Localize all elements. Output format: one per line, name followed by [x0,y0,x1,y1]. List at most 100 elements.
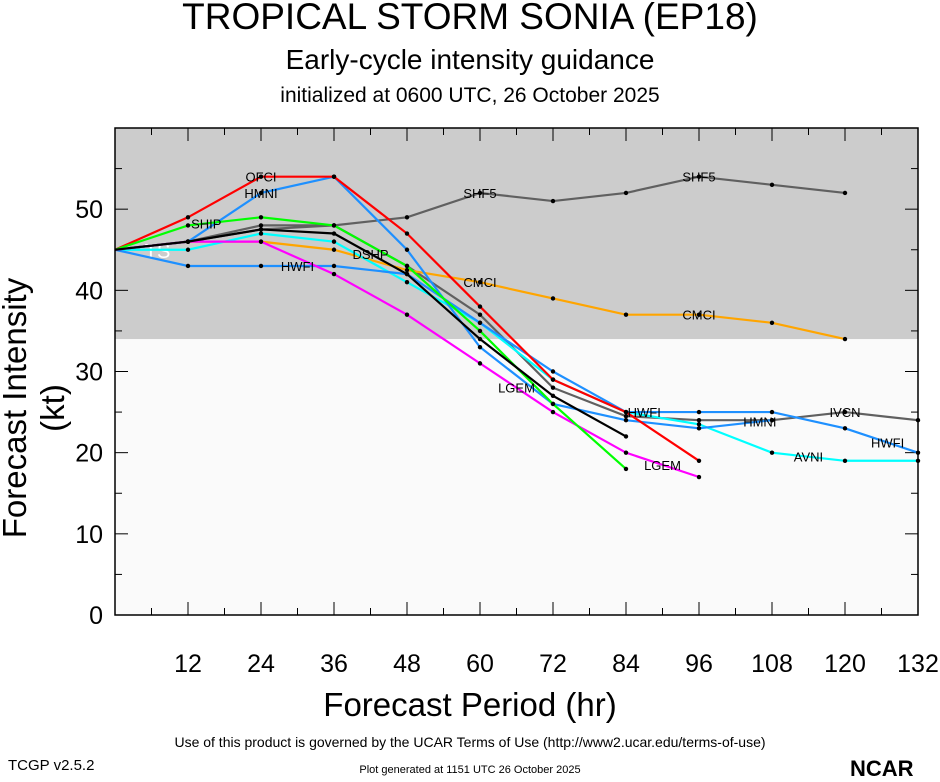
series-label-hwfi: HWFI [871,436,904,451]
series-line-hwfi [114,248,919,454]
data-point-hwfi [185,263,191,269]
data-point-dshp [258,227,264,232]
data-point-cmci [842,336,848,342]
data-point-ofci [258,174,264,179]
data-point-hmni [623,418,629,423]
data-point-avni [258,231,264,236]
x-tick-label: 12 [174,650,202,678]
series-label-lgem: LGEM [644,458,681,473]
data-point-ship [185,223,191,228]
data-point-hwfi [258,263,264,269]
series-label-lgem: LGEM [498,381,535,396]
data-point-shf5 [404,215,410,220]
data-point-lgem [550,409,556,415]
y-tick-label: 30 [75,359,103,387]
series-line-dshp [114,228,627,438]
series-line-avni [115,232,918,462]
data-point-ship [550,401,556,407]
data-point-ofci [550,377,556,382]
data-point-ship [623,466,629,472]
data-point-hwfi [696,409,702,415]
data-point-avni [185,247,191,252]
data-point-cmci [623,312,629,317]
data-point-ship [404,263,410,269]
data-point-shf5 [842,190,848,196]
data-point-ofci [331,174,337,179]
data-point-cmci [550,296,556,301]
data-point-lgem [623,450,629,455]
series-label-ship: SHIP [191,216,221,231]
data-point-avni [404,280,410,285]
data-point-lgem [404,312,410,317]
data-point-shf5 [696,174,702,179]
x-tick-label: 120 [824,650,866,678]
data-point-ofci [623,409,629,415]
chart-subtitle: Early-cycle intensity guidance [285,44,655,75]
data-point-avni [696,422,702,427]
series-label-hmni: HMNI [743,415,776,430]
x-tick-label: 132 [897,650,939,678]
data-point-hwfi [550,369,556,374]
data-point-cmci [769,320,775,325]
version-label: TCGP v2.5.2 [8,757,95,774]
series-label-cmci: CMCI [463,275,496,290]
data-point-lgem [696,474,702,480]
data-point-shf5 [550,198,556,204]
tropical-storm-band [115,128,918,340]
series-label-cmci: CMCI [682,308,715,323]
data-point-ivcn [696,418,702,423]
data-point-ship [331,223,337,228]
data-point-shf5 [769,182,775,188]
data-point-dshp [477,336,483,342]
series-label-shf5: SHF5 [682,170,715,185]
series-label-ofci: OFCI [245,170,276,185]
data-point-dshp [331,231,337,236]
data-point-ivcn [550,385,556,390]
data-point-ivcn [623,413,629,419]
data-point-hmni [477,344,483,350]
y-tick-label: 20 [75,440,103,468]
x-tick-label: 96 [685,650,713,678]
data-point-dshp [404,271,410,277]
data-point-dshp [623,434,629,439]
data-point-lgem [477,361,483,366]
series-label-hwfi: HWFI [628,405,661,420]
data-point-hmni [404,247,410,252]
series-label-dshp: DSHP [352,247,388,262]
data-point-ivcn [477,312,483,317]
chart-title: TROPICAL STORM SONIA (EP18) [182,0,758,37]
series-line-ship [114,216,627,470]
data-point-avni [769,450,775,455]
data-point-ship [477,328,483,334]
data-point-hwfi [769,409,775,415]
data-point-hwfi [477,320,483,325]
data-point-ship [258,215,264,220]
y-tick-label: 50 [75,196,103,224]
plot-frame [114,127,919,616]
init-time: initialized at 0600 UTC, 26 October 2025 [280,84,660,107]
data-point-dshp [550,393,556,399]
series-label-shf5: SHF5 [463,186,496,201]
data-point-cmci [404,267,410,273]
y-tick-label: 10 [75,521,103,549]
data-point-dshp [185,239,191,244]
data-point-shf5 [258,223,264,228]
y-tick-label: 0 [89,602,103,630]
x-tick-label: 36 [320,650,348,678]
series-label-hwfi: HWFI [281,259,314,274]
x-tick-label: 108 [751,650,793,678]
generated-time: Plot generated at 1151 UTC 26 October 20… [359,764,581,776]
x-axis-label: Forecast Period (hr) [323,686,617,723]
data-point-ofci [404,231,410,236]
x-tick-label: 60 [466,650,494,678]
data-point-cmci [696,312,702,317]
x-tick-label: 24 [247,650,275,678]
data-point-hmni [258,190,264,196]
data-point-ivcn [842,409,848,415]
y-tick-label: 40 [75,277,103,305]
series-label-hmni: HMNI [244,186,277,201]
data-point-hwfi [331,263,337,269]
x-tick-label: 84 [612,650,640,678]
data-point-hmni [696,426,702,431]
